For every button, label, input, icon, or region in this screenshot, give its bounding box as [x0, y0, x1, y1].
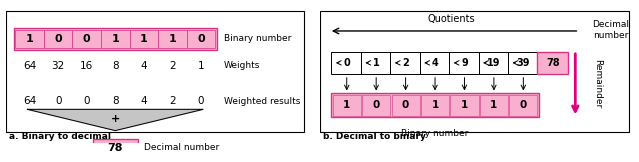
Text: 0: 0: [197, 34, 204, 44]
Text: 64: 64: [23, 61, 36, 70]
Text: 78: 78: [107, 143, 123, 153]
Bar: [15, 30, 44, 48]
FancyBboxPatch shape: [390, 52, 421, 74]
Text: 19: 19: [487, 58, 500, 68]
Text: 0: 0: [197, 96, 204, 106]
Text: 2: 2: [169, 96, 176, 106]
Text: 0: 0: [54, 34, 62, 44]
Text: 0: 0: [83, 34, 91, 44]
Text: 16: 16: [80, 61, 93, 70]
Text: Binary number: Binary number: [401, 129, 469, 138]
FancyBboxPatch shape: [361, 52, 392, 74]
Bar: [130, 30, 158, 48]
FancyBboxPatch shape: [420, 52, 450, 74]
Text: 32: 32: [52, 61, 65, 70]
Text: 1: 1: [373, 58, 380, 68]
FancyBboxPatch shape: [537, 52, 568, 74]
FancyBboxPatch shape: [332, 52, 362, 74]
Text: 8: 8: [112, 96, 119, 106]
Bar: [480, 95, 508, 116]
Text: Weighted results: Weighted results: [224, 97, 300, 106]
Text: 4: 4: [141, 96, 147, 106]
Text: 8: 8: [112, 61, 119, 70]
Text: 0: 0: [343, 58, 350, 68]
Bar: [158, 30, 187, 48]
Text: 0: 0: [402, 100, 409, 110]
Bar: [101, 30, 130, 48]
Text: 1: 1: [461, 100, 468, 110]
Text: 0: 0: [55, 96, 61, 106]
Bar: [44, 30, 72, 48]
Bar: [509, 95, 537, 116]
FancyBboxPatch shape: [14, 28, 217, 50]
Text: 0: 0: [520, 100, 527, 110]
Text: a. Binary to decimal: a. Binary to decimal: [10, 132, 111, 141]
Text: 1: 1: [26, 34, 33, 44]
FancyBboxPatch shape: [508, 52, 539, 74]
FancyBboxPatch shape: [449, 52, 480, 74]
Text: +: +: [111, 114, 120, 124]
Text: b. Decimal to binary: b. Decimal to binary: [323, 132, 426, 141]
Text: 0: 0: [373, 100, 380, 110]
Text: 1: 1: [111, 34, 119, 44]
Bar: [187, 30, 215, 48]
FancyBboxPatch shape: [93, 139, 138, 157]
Text: 1: 1: [140, 34, 148, 44]
Bar: [72, 30, 101, 48]
Text: Remainder: Remainder: [593, 59, 602, 109]
Text: 64: 64: [23, 96, 36, 106]
FancyBboxPatch shape: [479, 52, 509, 74]
Text: 2: 2: [402, 58, 409, 68]
Polygon shape: [27, 109, 203, 131]
Text: 1: 1: [169, 34, 176, 44]
Bar: [450, 95, 479, 116]
Text: 1: 1: [431, 100, 438, 110]
Text: 78: 78: [546, 58, 560, 68]
Text: Decimal
number: Decimal number: [592, 20, 629, 40]
Bar: [333, 95, 361, 116]
Text: 9: 9: [461, 58, 468, 68]
Text: 4: 4: [141, 61, 147, 70]
Bar: [362, 95, 390, 116]
Text: Weights: Weights: [224, 61, 261, 70]
Text: 0: 0: [84, 96, 90, 106]
Text: 2: 2: [169, 61, 176, 70]
Bar: [421, 95, 449, 116]
Text: 1: 1: [343, 100, 350, 110]
Text: Quotients: Quotients: [427, 14, 475, 24]
Text: Decimal number: Decimal number: [144, 143, 219, 152]
Text: Binary number: Binary number: [224, 35, 291, 43]
Text: 39: 39: [516, 58, 530, 68]
Text: 1: 1: [490, 100, 498, 110]
FancyBboxPatch shape: [331, 93, 539, 117]
Text: 1: 1: [197, 61, 204, 70]
Text: 4: 4: [432, 58, 438, 68]
Bar: [392, 95, 420, 116]
